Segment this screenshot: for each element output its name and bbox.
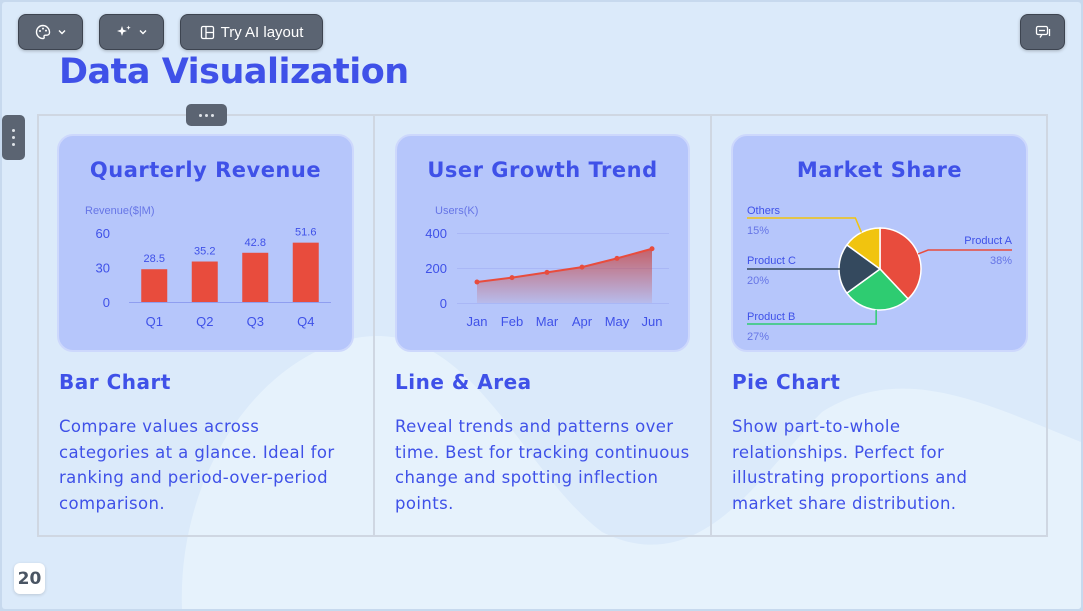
x-tick-label: Q4 bbox=[297, 314, 314, 329]
slide-title[interactable]: Data Visualization bbox=[59, 52, 409, 92]
slice-label: Others bbox=[747, 205, 781, 217]
page-number: 20 bbox=[14, 563, 45, 594]
palette-icon bbox=[35, 24, 50, 40]
pie-chart: Product A 38% Product B 27% Product C 20% Othe… bbox=[747, 205, 1013, 343]
leader-line bbox=[917, 249, 1012, 255]
data-point bbox=[509, 275, 515, 281]
slice-label: Product C bbox=[747, 255, 796, 267]
theme-dropdown-button[interactable] bbox=[18, 14, 83, 50]
slice-percent: 38% bbox=[990, 255, 1012, 267]
content-grid[interactable] bbox=[37, 114, 1048, 537]
slice-percent: 20% bbox=[747, 275, 769, 287]
x-tick-label: Apr bbox=[572, 314, 593, 329]
x-tick-label: Feb bbox=[501, 314, 523, 329]
x-tick-label: Q3 bbox=[247, 314, 264, 329]
data-label: 35.2 bbox=[194, 246, 215, 258]
slice-percent: 15% bbox=[747, 225, 769, 237]
chevron-down-icon bbox=[58, 30, 65, 35]
slice-label: Product A bbox=[964, 235, 1012, 247]
comment-button[interactable] bbox=[1020, 14, 1065, 50]
sparkle-icon bbox=[116, 25, 131, 36]
bar-chart-card[interactable]: Quarterly Revenue Revenue($|M) 0 30 60 28.5 Q… bbox=[57, 134, 354, 352]
bar bbox=[292, 242, 319, 302]
chevron-down-icon bbox=[139, 30, 146, 35]
column-description-bar[interactable]: Compare values across categories at a gl… bbox=[59, 417, 335, 513]
line-chart-card[interactable]: User Growth Trend Users(K) 0 200 400 Jan Feb M… bbox=[395, 134, 690, 352]
column-description-pie[interactable]: Show part-to-whole relationships. Perfec… bbox=[732, 417, 968, 513]
data-point bbox=[544, 269, 550, 275]
leader-line bbox=[747, 217, 863, 233]
area-fill bbox=[477, 248, 652, 303]
column-divider bbox=[373, 114, 375, 537]
leader-line bbox=[747, 309, 877, 325]
series-line bbox=[476, 247, 653, 283]
comment-icon bbox=[1035, 25, 1050, 38]
drag-handle-horizontal[interactable] bbox=[186, 104, 227, 126]
y-tick-label: 400 bbox=[425, 226, 447, 241]
layout-icon bbox=[200, 25, 214, 39]
line-chart: Users(K) 0 200 400 Jan Feb Mar Apr May Jun bbox=[425, 205, 669, 329]
y-axis-label: Revenue($|M) bbox=[85, 205, 155, 217]
bar bbox=[242, 252, 269, 302]
column-heading-bar[interactable]: Bar Chart bbox=[59, 370, 171, 394]
y-tick-label: 60 bbox=[96, 226, 110, 241]
column-heading-line[interactable]: Line & Area bbox=[395, 370, 532, 394]
data-point bbox=[579, 264, 585, 270]
pie-slice bbox=[879, 227, 922, 300]
pie-slice bbox=[845, 268, 910, 311]
card-title: Quarterly Revenue bbox=[89, 158, 322, 182]
data-label: 28.5 bbox=[144, 253, 165, 265]
x-tick-label: Jun bbox=[642, 314, 663, 329]
x-tick-label: Q2 bbox=[196, 314, 213, 329]
try-ai-layout-label: Try AI layout bbox=[220, 23, 304, 41]
y-tick-label: 0 bbox=[103, 295, 110, 310]
column-divider bbox=[710, 114, 712, 537]
data-point bbox=[614, 255, 620, 261]
pie-chart-card[interactable]: Market Share Product A 38% Product B 27% Pro… bbox=[731, 134, 1028, 352]
x-tick-label: Mar bbox=[536, 314, 559, 329]
column-description-line[interactable]: Reveal trends and patterns over time. Be… bbox=[395, 417, 690, 513]
bar bbox=[141, 269, 168, 302]
drag-handle-vertical[interactable] bbox=[2, 115, 25, 160]
data-point bbox=[649, 246, 655, 252]
y-tick-label: 200 bbox=[425, 261, 447, 276]
bar bbox=[191, 261, 218, 302]
column-heading-pie[interactable]: Pie Chart bbox=[732, 370, 841, 394]
y-tick-label: 30 bbox=[96, 261, 110, 276]
slice-percent: 27% bbox=[747, 331, 769, 343]
magic-dropdown-button[interactable] bbox=[99, 14, 164, 50]
card-title: Market Share bbox=[796, 158, 963, 182]
bar-chart: Revenue($|M) 0 30 60 28.5 Q1 35.2 Q2 42.8 Q3 51.6 Q… bbox=[85, 205, 331, 329]
card-title: User Growth Trend bbox=[427, 158, 658, 182]
data-point bbox=[474, 279, 480, 285]
y-axis-label: Users(K) bbox=[435, 205, 478, 217]
data-label: 51.6 bbox=[295, 227, 316, 239]
try-ai-layout-button[interactable]: Try AI layout bbox=[180, 14, 323, 50]
x-tick-label: Q1 bbox=[146, 314, 163, 329]
slice-label: Product B bbox=[747, 311, 795, 323]
x-tick-label: Jan bbox=[467, 314, 488, 329]
data-label: 42.8 bbox=[245, 237, 266, 249]
y-tick-label: 0 bbox=[440, 296, 447, 311]
x-tick-label: May bbox=[605, 314, 630, 329]
